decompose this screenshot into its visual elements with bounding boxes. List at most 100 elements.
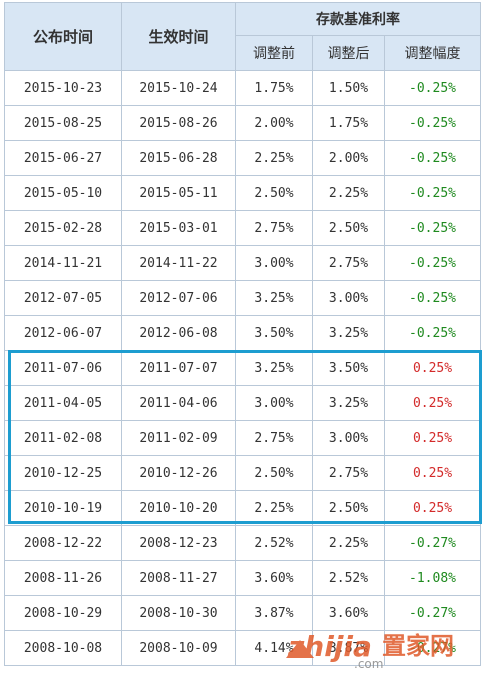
cell-adjustment-range: 0.25% bbox=[383, 350, 482, 386]
table-row: 2008-12-22 2008-12-23 2.52% 2.25% -0.27% bbox=[4, 525, 482, 561]
table-row: 2014-11-21 2014-11-22 3.00% 2.75% -0.25% bbox=[4, 245, 482, 281]
table-row: 2010-10-19 2010-10-20 2.25% 2.50% 0.25% bbox=[4, 490, 482, 526]
table-row: 2012-06-07 2012-06-08 3.50% 3.25% -0.25% bbox=[4, 315, 482, 351]
cell-effective-date: 2010-12-26 bbox=[121, 455, 236, 491]
cell-published-date: 2008-11-26 bbox=[4, 560, 122, 596]
cell-rate-after: 3.60% bbox=[312, 595, 385, 631]
cell-rate-after: 3.25% bbox=[312, 315, 385, 351]
cell-published-date: 2008-10-08 bbox=[4, 630, 122, 666]
cell-rate-before: 2.25% bbox=[235, 490, 313, 526]
cell-rate-before: 4.14% bbox=[235, 630, 313, 666]
cell-rate-before: 2.00% bbox=[235, 105, 313, 141]
cell-rate-before: 3.87% bbox=[235, 595, 313, 631]
cell-rate-before: 2.25% bbox=[235, 140, 313, 176]
cell-published-date: 2008-10-29 bbox=[4, 595, 122, 631]
cell-rate-before: 2.52% bbox=[235, 525, 313, 561]
table-row: 2011-04-05 2011-04-06 3.00% 3.25% 0.25% bbox=[4, 385, 482, 421]
cell-effective-date: 2008-10-09 bbox=[121, 630, 236, 666]
header-row-main: 公布时间 生效时间 存款基准利率 bbox=[4, 2, 482, 71]
table-row: 2015-02-28 2015-03-01 2.75% 2.50% -0.25% bbox=[4, 210, 482, 246]
cell-rate-after: 2.75% bbox=[312, 455, 385, 491]
cell-adjustment-range: -0.25% bbox=[383, 315, 482, 351]
cell-published-date: 2015-05-10 bbox=[4, 175, 122, 211]
cell-rate-after: 2.50% bbox=[312, 210, 385, 246]
cell-effective-date: 2011-04-06 bbox=[121, 385, 236, 421]
cell-adjustment-range: -0.27% bbox=[383, 630, 482, 666]
cell-published-date: 2015-02-28 bbox=[4, 210, 122, 246]
cell-rate-after: 2.00% bbox=[312, 140, 385, 176]
table-row: 2012-07-05 2012-07-06 3.25% 3.00% -0.25% bbox=[4, 280, 482, 316]
table-row: 2011-02-08 2011-02-09 2.75% 3.00% 0.25% bbox=[4, 420, 482, 456]
cell-rate-before: 3.00% bbox=[235, 385, 313, 421]
cell-effective-date: 2015-08-26 bbox=[121, 105, 236, 141]
cell-adjustment-range: -0.25% bbox=[383, 245, 482, 281]
header-published-date: 公布时间 bbox=[4, 2, 122, 71]
cell-rate-after: 2.25% bbox=[312, 175, 385, 211]
cell-adjustment-range: -0.25% bbox=[383, 175, 482, 211]
cell-rate-after: 2.25% bbox=[312, 525, 385, 561]
cell-rate-after: 2.75% bbox=[312, 245, 385, 281]
cell-published-date: 2011-07-06 bbox=[4, 350, 122, 386]
rate-table-container: 公布时间 生效时间 存款基准利率 调整前 调整后 调整幅度 2015-10-23… bbox=[4, 2, 482, 666]
cell-rate-after: 3.50% bbox=[312, 350, 385, 386]
cell-published-date: 2015-10-23 bbox=[4, 70, 122, 106]
cell-adjustment-range: -1.08% bbox=[383, 560, 482, 596]
cell-adjustment-range: 0.25% bbox=[383, 385, 482, 421]
header-effective-date: 生效时间 bbox=[121, 2, 236, 71]
cell-published-date: 2012-06-07 bbox=[4, 315, 122, 351]
cell-adjustment-range: -0.25% bbox=[383, 140, 482, 176]
header-adjustment-range: 调整幅度 bbox=[383, 35, 482, 71]
table-row: 2008-11-26 2008-11-27 3.60% 2.52% -1.08% bbox=[4, 560, 482, 596]
cell-rate-before: 1.75% bbox=[235, 70, 313, 106]
cell-published-date: 2011-02-08 bbox=[4, 420, 122, 456]
cell-adjustment-range: -0.25% bbox=[383, 280, 482, 316]
header-after-adjustment: 调整后 bbox=[312, 35, 385, 71]
cell-effective-date: 2010-10-20 bbox=[121, 490, 236, 526]
cell-rate-before: 3.50% bbox=[235, 315, 313, 351]
table-row: 2015-08-25 2015-08-26 2.00% 1.75% -0.25% bbox=[4, 105, 482, 141]
cell-effective-date: 2008-11-27 bbox=[121, 560, 236, 596]
cell-adjustment-range: 0.25% bbox=[383, 455, 482, 491]
cell-rate-before: 2.50% bbox=[235, 455, 313, 491]
table-row: 2010-12-25 2010-12-26 2.50% 2.75% 0.25% bbox=[4, 455, 482, 491]
cell-adjustment-range: 0.25% bbox=[383, 490, 482, 526]
cell-adjustment-range: -0.27% bbox=[383, 525, 482, 561]
cell-rate-after: 2.50% bbox=[312, 490, 385, 526]
header-deposit-base-rate: 存款基准利率 bbox=[234, 2, 482, 36]
cell-rate-before: 2.75% bbox=[235, 210, 313, 246]
cell-rate-after: 3.00% bbox=[312, 420, 385, 456]
cell-adjustment-range: -0.25% bbox=[383, 105, 482, 141]
cell-effective-date: 2015-05-11 bbox=[121, 175, 236, 211]
cell-effective-date: 2011-07-07 bbox=[121, 350, 236, 386]
cell-published-date: 2008-12-22 bbox=[4, 525, 122, 561]
table-row: 2008-10-08 2008-10-09 4.14% 3.87% -0.27% bbox=[4, 630, 482, 666]
cell-rate-after: 1.75% bbox=[312, 105, 385, 141]
cell-rate-before: 3.60% bbox=[235, 560, 313, 596]
rate-table-body: 2015-10-23 2015-10-24 1.75% 1.50% -0.25% 2015… bbox=[4, 70, 482, 666]
cell-rate-after: 2.52% bbox=[312, 560, 385, 596]
cell-rate-after: 1.50% bbox=[312, 70, 385, 106]
cell-published-date: 2015-08-25 bbox=[4, 105, 122, 141]
cell-effective-date: 2008-10-30 bbox=[121, 595, 236, 631]
table-row: 2015-10-23 2015-10-24 1.75% 1.50% -0.25% bbox=[4, 70, 482, 106]
cell-rate-before: 2.75% bbox=[235, 420, 313, 456]
cell-published-date: 2011-04-05 bbox=[4, 385, 122, 421]
deposit-rate-table: 公布时间 生效时间 存款基准利率 调整前 调整后 调整幅度 2015-10-23… bbox=[4, 2, 482, 666]
cell-effective-date: 2011-02-09 bbox=[121, 420, 236, 456]
cell-published-date: 2010-10-19 bbox=[4, 490, 122, 526]
cell-adjustment-range: 0.25% bbox=[383, 420, 482, 456]
cell-effective-date: 2015-06-28 bbox=[121, 140, 236, 176]
cell-published-date: 2014-11-21 bbox=[4, 245, 122, 281]
table-row: 2015-06-27 2015-06-28 2.25% 2.00% -0.25% bbox=[4, 140, 482, 176]
cell-rate-before: 3.25% bbox=[235, 280, 313, 316]
cell-rate-before: 2.50% bbox=[235, 175, 313, 211]
cell-rate-before: 3.25% bbox=[235, 350, 313, 386]
table-row: 2011-07-06 2011-07-07 3.25% 3.50% 0.25% bbox=[4, 350, 482, 386]
cell-published-date: 2012-07-05 bbox=[4, 280, 122, 316]
cell-effective-date: 2015-03-01 bbox=[121, 210, 236, 246]
cell-adjustment-range: -0.27% bbox=[383, 595, 482, 631]
table-row: 2008-10-29 2008-10-30 3.87% 3.60% -0.27% bbox=[4, 595, 482, 631]
cell-rate-before: 3.00% bbox=[235, 245, 313, 281]
cell-effective-date: 2012-06-08 bbox=[121, 315, 236, 351]
cell-effective-date: 2014-11-22 bbox=[121, 245, 236, 281]
